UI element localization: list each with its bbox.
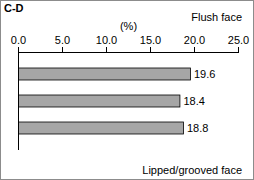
svg-text:18.4: 18.4	[183, 95, 204, 107]
html-text:Lipped/grooved face: Lipped/grooved face	[142, 164, 242, 176]
svg-text:10.0: 10.0	[96, 34, 117, 46]
svg-text:18.8: 18.8	[187, 122, 208, 134]
svg-text:0.0: 0.0	[11, 34, 26, 46]
svg-text:25.0: 25.0	[228, 34, 249, 46]
svg-text:19.6: 19.6	[194, 68, 215, 80]
svg-text:20.0: 20.0	[184, 34, 205, 46]
svg-text:5.0: 5.0	[55, 34, 70, 46]
svg-text:(%): (%)	[120, 20, 137, 32]
html-text:Flush face: Flush face	[191, 11, 242, 23]
svg-text:15.0: 15.0	[140, 34, 161, 46]
html-text:C-D: C-D	[4, 2, 24, 14]
